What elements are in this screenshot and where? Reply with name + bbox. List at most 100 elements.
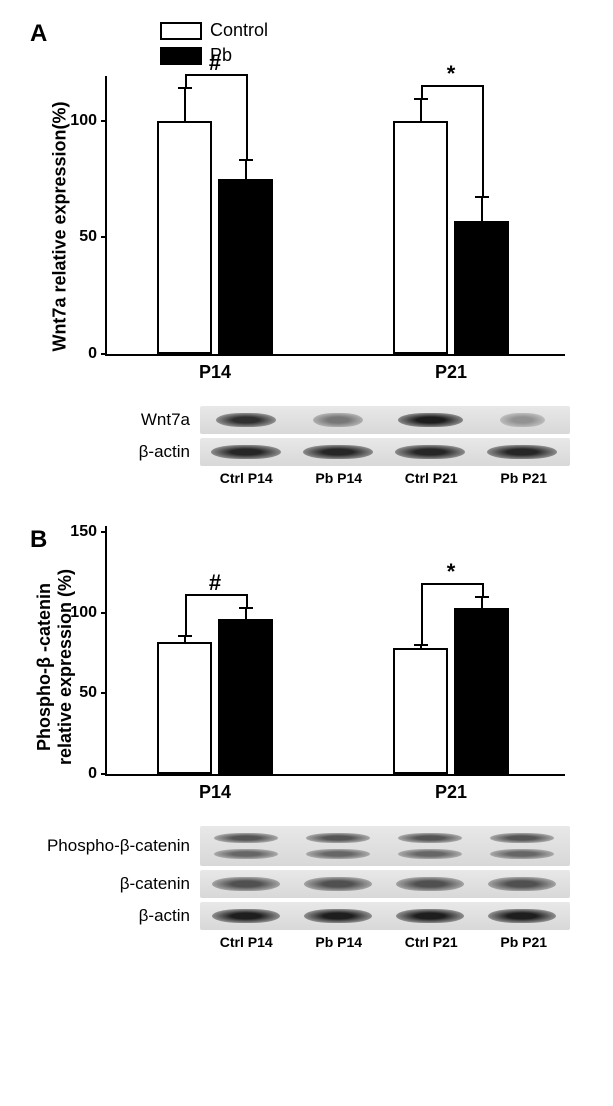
y-tick-mark: [101, 236, 107, 238]
panel-a-ylabel: Wnt7a relative expression(%): [50, 87, 71, 367]
y-tick-mark: [101, 531, 107, 533]
blot-band: [490, 849, 554, 859]
blot-band: [214, 833, 278, 843]
blot-label: β-actin: [20, 906, 200, 926]
y-tick-mark: [101, 120, 107, 122]
panel-a-bar-pb: [454, 221, 509, 354]
sig-mark: *: [447, 61, 456, 87]
y-tick-label: 50: [79, 228, 97, 246]
y-tick-label: 100: [70, 604, 97, 622]
panel-b-bar-control: [393, 648, 448, 774]
blot-label: Wnt7a: [20, 410, 200, 430]
blot-band: [304, 877, 372, 891]
blot-band: [490, 833, 554, 843]
panel-a-bar-control: [157, 121, 212, 354]
panel-b-ylabel: Phospho-β -cateninrelative expression (%…: [34, 537, 76, 797]
lane-label: Pb P21: [478, 470, 571, 486]
error-bar: [481, 597, 483, 610]
y-tick: 50: [79, 228, 107, 246]
blot-band: [488, 877, 556, 891]
y-tick-label: 0: [88, 345, 97, 363]
blot-row: β-catenin: [20, 870, 593, 898]
panel-a-blots: Wnt7a β-actinCtrl P14Pb P14Ctrl P21Pb P21: [20, 406, 593, 486]
y-tick: 0: [88, 345, 107, 363]
panel-a-chart: 050100P14#P21*: [105, 76, 565, 356]
blot-band: [398, 849, 462, 859]
y-tick: 100: [70, 604, 107, 622]
legend-control: Control: [160, 20, 593, 41]
y-tick-label: 100: [70, 112, 97, 130]
blot-band: [304, 909, 372, 923]
y-tick: 50: [79, 684, 107, 702]
blot-band: [306, 833, 370, 843]
legend: Control Pb: [160, 20, 593, 66]
error-bar: [245, 608, 247, 621]
sig-bracket-v: [421, 85, 423, 99]
error-bar: [420, 645, 422, 650]
blot-band: [306, 849, 370, 859]
y-tick-mark: [101, 612, 107, 614]
blot-band: [396, 877, 464, 891]
lane-labels: Ctrl P14Pb P14Ctrl P21Pb P21: [200, 470, 570, 486]
lane-label: Ctrl P21: [385, 470, 478, 486]
blot-row: β-actin: [20, 902, 593, 930]
sig-bracket-v: [421, 583, 423, 645]
y-tick-mark: [101, 353, 107, 355]
blot-band: [212, 909, 280, 923]
blot-strip: [200, 826, 570, 866]
legend-control-label: Control: [210, 20, 268, 41]
blot-band: [398, 413, 463, 427]
blot-band: [216, 413, 276, 427]
blot-label: Phospho-β-catenin: [20, 836, 200, 856]
blot-row: Phospho-β-catenin: [20, 826, 593, 866]
sig-bracket-v: [246, 74, 248, 160]
panel-b-chart: 050100150P14#P21*: [105, 526, 565, 776]
blot-band: [396, 909, 464, 923]
blot-band: [487, 445, 557, 459]
y-tick: 0: [88, 765, 107, 783]
sig-mark: #: [209, 570, 221, 596]
y-tick-label: 50: [79, 684, 97, 702]
y-tick-mark: [101, 692, 107, 694]
blot-strip: [200, 902, 570, 930]
blot-band: [214, 849, 278, 859]
blot-band: [398, 833, 462, 843]
lane-label: Ctrl P14: [200, 934, 293, 950]
sig-bracket-v: [482, 583, 484, 597]
x-tick-label: P21: [435, 362, 467, 383]
lane-label: Pb P14: [293, 470, 386, 486]
blot-strip: [200, 438, 570, 466]
error-bar: [245, 160, 247, 181]
panel-b-bar-control: [157, 642, 212, 774]
blot-band: [212, 877, 280, 891]
blot-band: [395, 445, 465, 459]
y-tick: 100: [70, 112, 107, 130]
sig-bracket-v: [246, 594, 248, 608]
lane-label: Ctrl P21: [385, 934, 478, 950]
y-tick-label: 150: [70, 523, 97, 541]
x-tick-label: P14: [199, 362, 231, 383]
sig-bracket-v: [185, 74, 187, 88]
sig-mark: *: [447, 559, 456, 585]
x-tick-label: P14: [199, 782, 231, 803]
legend-control-swatch: [160, 22, 202, 40]
error-bar: [184, 88, 186, 123]
legend-pb-swatch: [160, 47, 202, 65]
y-tick-label: 0: [88, 765, 97, 783]
error-bar: [481, 197, 483, 223]
panel-a: A Control Pb Wnt7a relative expression(%…: [20, 20, 593, 486]
lane-label: Pb P14: [293, 934, 386, 950]
panel-a-label: A: [30, 20, 47, 48]
panel-b-bar-pb: [218, 619, 273, 774]
blot-label: β-actin: [20, 442, 200, 462]
blot-label: β-catenin: [20, 874, 200, 894]
x-tick-label: P21: [435, 782, 467, 803]
blot-row: β-actin: [20, 438, 593, 466]
y-tick-mark: [101, 773, 107, 775]
blot-band: [303, 445, 373, 459]
blot-strip: [200, 870, 570, 898]
lane-label: Pb P21: [478, 934, 571, 950]
lane-label: Ctrl P14: [200, 470, 293, 486]
panel-b-bar-pb: [454, 608, 509, 774]
blot-band: [500, 413, 545, 427]
